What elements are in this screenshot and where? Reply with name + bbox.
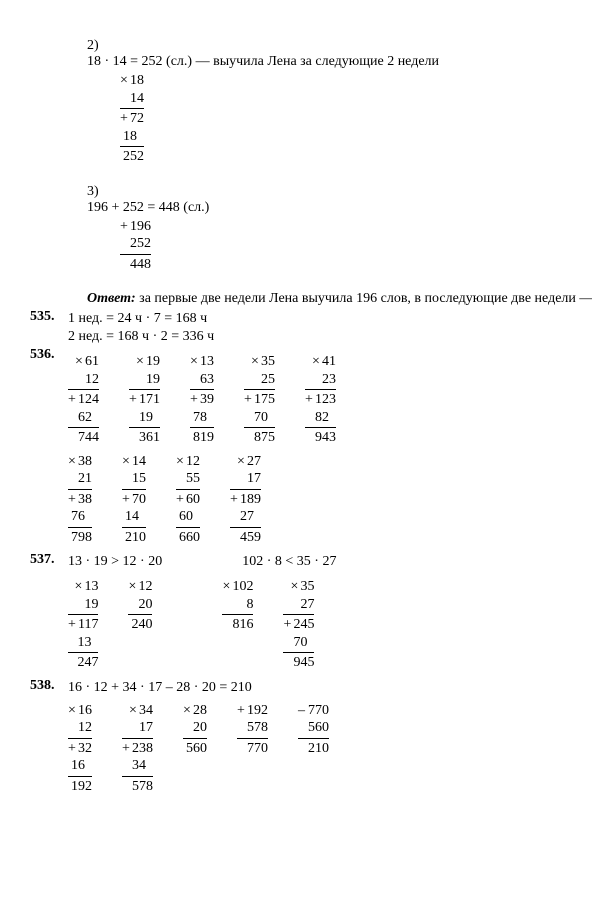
p2-line: 2) 18 · 14 = 252 (сл.) — выучила Лена за… <box>30 22 562 70</box>
p3-calc: +196 252 448 <box>30 218 562 274</box>
p2-expr: 18 · 14 = 252 (сл.) — выучила Лена за сл… <box>87 54 439 69</box>
calc-block: ×13 63+3978 819 <box>190 353 214 447</box>
calc-block: ×61 12+12462 744 <box>68 353 99 447</box>
p2-a: 18 <box>130 73 144 88</box>
p2-res: 252 <box>123 149 144 164</box>
p3-res: 448 <box>130 257 151 272</box>
t536-row1: ×61 12+12462 744 ×19 19+17119 361 ×13 63+3… <box>68 353 562 447</box>
calc-block: ×27 17+18927 459 <box>230 453 261 547</box>
calc-block: +192 578770 <box>237 702 268 758</box>
calc-block: ×28 20560 <box>183 702 207 758</box>
calc-block: ×38 21+3876 798 <box>68 453 92 547</box>
t536: 536. ×61 12+12462 744 ×19 19+17119 361 ×13… <box>30 347 562 552</box>
t535: 535. 1 нед. = 24 ч · 7 = 168 ч 2 нед. = … <box>30 309 562 347</box>
p2-p1: 72 <box>130 111 144 126</box>
p3-a: 196 <box>130 219 151 234</box>
t537-cmp2: 102 · 8 < 35 · 27 <box>242 554 336 570</box>
t538: 538. 16 · 12 + 34 · 17 – 28 · 20 = 210 ×… <box>30 678 562 802</box>
calc-block: ×12 55+6060 660 <box>176 453 200 547</box>
p2-label: 2) <box>87 38 99 53</box>
t535-num: 535. <box>30 309 68 325</box>
p2-calc: ×18 14 +72 18 252 <box>30 72 562 166</box>
calc-block: ×13 19+11713 247 <box>68 578 98 672</box>
calc-block: ×35 25+17570 875 <box>244 353 275 447</box>
t537: 537. 13 · 19 > 12 · 20 102 · 8 < 35 · 27… <box>30 552 562 678</box>
answer: Ответ: за первые две недели Лена выучила… <box>30 275 562 307</box>
calc-block: ×16 12+3216 192 <box>68 702 92 796</box>
p3-line: 3) 196 + 252 = 448 (сл.) <box>30 168 562 216</box>
t537-cmp1: 13 · 19 > 12 · 20 <box>68 554 162 570</box>
calc-block: ×34 17+23834 578 <box>122 702 153 796</box>
calc-block: ×41 23+12382 943 <box>305 353 336 447</box>
p3-label: 3) <box>87 184 99 199</box>
t536-num: 536. <box>30 347 68 363</box>
t535-l1: 1 нед. = 24 ч · 7 = 168 ч <box>68 311 562 327</box>
calc-block: –770 560210 <box>298 702 329 758</box>
answer-text: за первые две недели Лена выучила 196 сл… <box>136 291 592 306</box>
t536-row2: ×38 21+3876 798 ×14 15+7014 210 ×12 55+606… <box>68 453 562 547</box>
t537-calcs: ×13 19+11713 247 ×12 20240 ×102 8816 ×35 27… <box>68 578 562 672</box>
calc-block: ×12 20240 <box>128 578 152 634</box>
calc-block: ×19 19+17119 361 <box>129 353 160 447</box>
calc-block: ×35 27+24570 945 <box>283 578 314 672</box>
p2-b: 14 <box>130 91 144 106</box>
t535-l2: 2 нед. = 168 ч · 2 = 336 ч <box>68 329 562 345</box>
answer-label: Ответ: <box>87 291 136 306</box>
p2-p2: 18 <box>123 129 137 144</box>
t538-num: 538. <box>30 678 68 694</box>
calc-block: ×14 15+7014 210 <box>122 453 146 547</box>
p3-b: 252 <box>130 236 151 251</box>
t537-num: 537. <box>30 552 68 568</box>
p3-expr: 196 + 252 = 448 (сл.) <box>87 200 209 215</box>
calc-block: ×102 8816 <box>222 578 253 634</box>
t538-calcs: ×16 12+3216 192 ×34 17+23834 578 ×28 20560… <box>68 702 562 796</box>
t538-expr: 16 · 12 + 34 · 17 – 28 · 20 = 210 <box>68 680 562 696</box>
